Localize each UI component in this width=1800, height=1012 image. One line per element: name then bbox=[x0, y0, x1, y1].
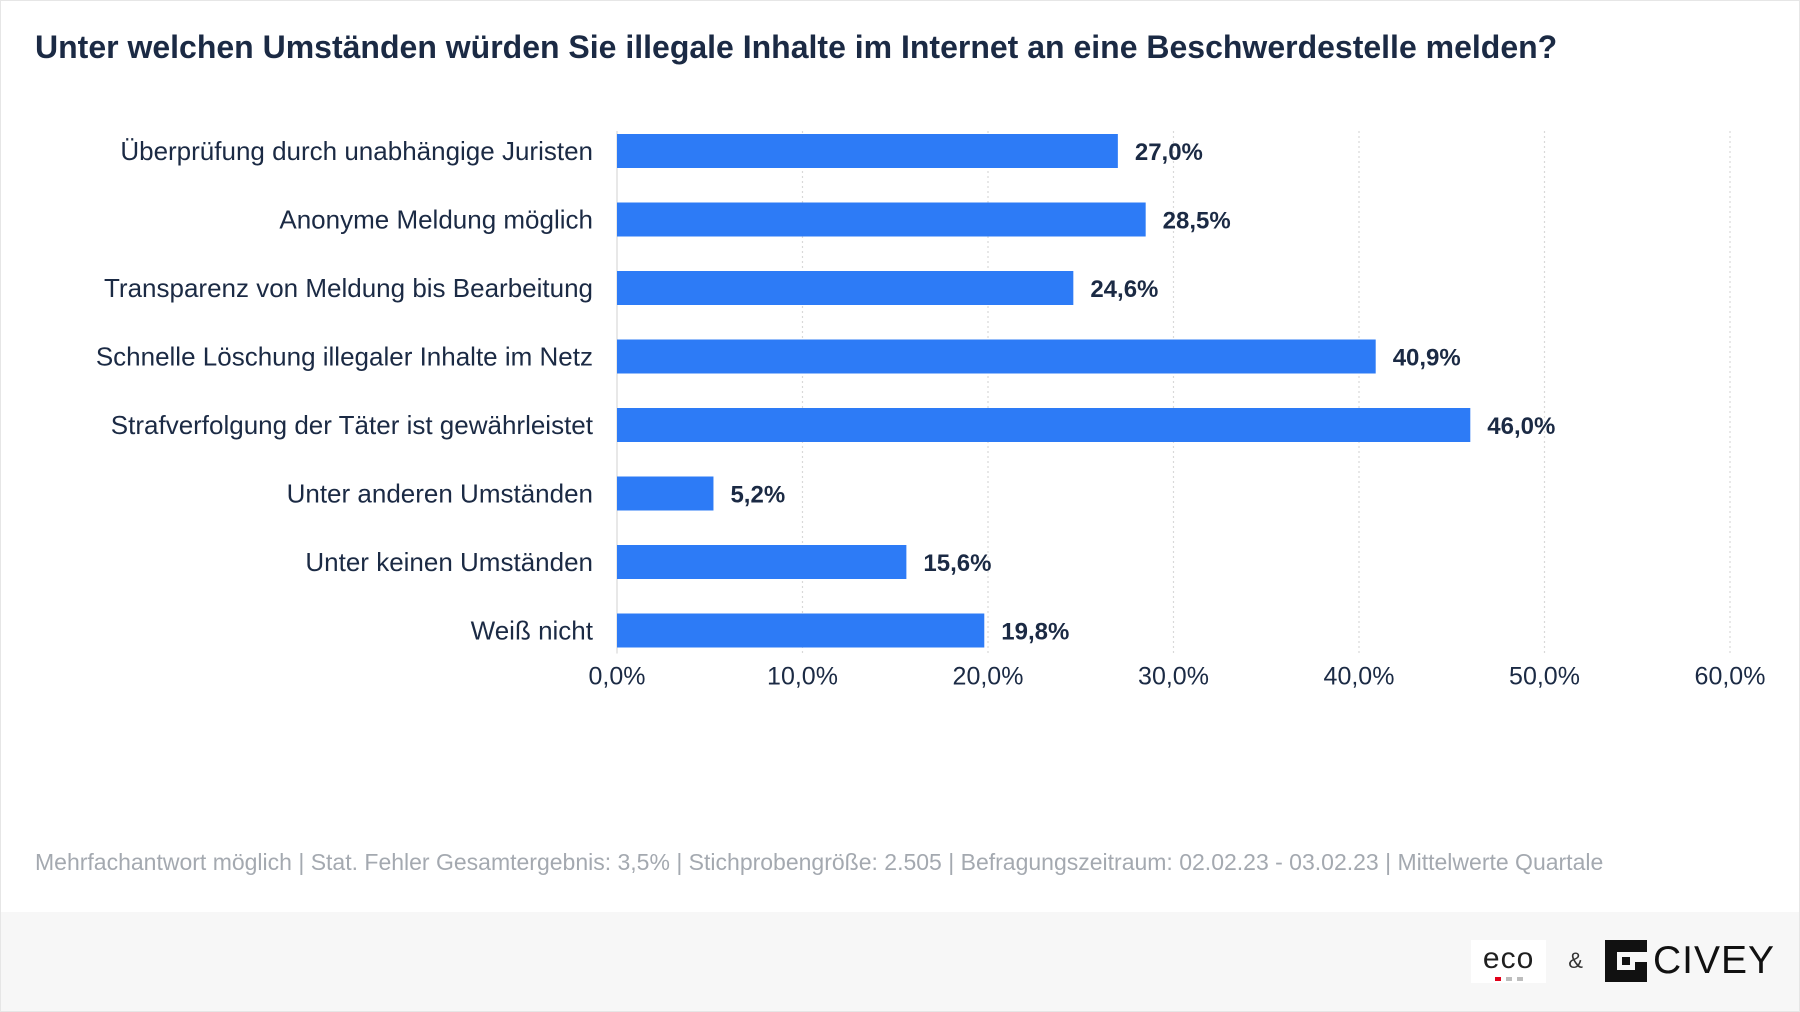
x-tick-label: 20,0% bbox=[953, 663, 1024, 691]
data-label: 19,8% bbox=[1001, 619, 1069, 646]
x-tick-label: 50,0% bbox=[1509, 663, 1580, 691]
civey-logo-text: CIVEY bbox=[1652, 939, 1775, 982]
bar bbox=[617, 408, 1471, 442]
data-label: 15,6% bbox=[923, 550, 991, 577]
x-tick-label: 10,0% bbox=[767, 663, 838, 691]
x-tick-label: 30,0% bbox=[1138, 663, 1209, 691]
bar bbox=[617, 339, 1376, 374]
bar bbox=[617, 271, 1074, 305]
civey-logo: CIVEY bbox=[1604, 939, 1775, 982]
bar bbox=[617, 613, 985, 648]
eco-logo-dots bbox=[1494, 976, 1523, 981]
category-label: Unter anderen Umständen bbox=[287, 479, 593, 509]
chart-title: Unter welchen Umständen würden Sie illeg… bbox=[35, 29, 1558, 65]
bar bbox=[617, 134, 1118, 168]
eco-logo: eco bbox=[1470, 939, 1547, 983]
category-label: Unter keinen Umständen bbox=[305, 547, 593, 577]
category-label: Transparenz von Meldung bis Bearbeitung bbox=[104, 273, 593, 303]
data-label: 46,0% bbox=[1487, 413, 1555, 440]
eco-logo-text: eco bbox=[1482, 941, 1535, 975]
category-label: Weiß nicht bbox=[471, 616, 594, 646]
bar-chart: 0,0% 10,0% 20,0% 30,0% 40,0% 50,0% 60,0% Überpr… bbox=[96, 131, 1766, 691]
x-tick-label: 40,0% bbox=[1324, 663, 1395, 691]
footer-bar: eco & CIVEY bbox=[1, 912, 1799, 1011]
data-label: 5,2% bbox=[730, 482, 785, 509]
x-tick-label: 0,0% bbox=[589, 663, 646, 691]
bar bbox=[617, 202, 1146, 237]
chart-footnote: Mehrfachantwort möglich | Stat. Fehler G… bbox=[35, 849, 1604, 875]
data-label: 24,6% bbox=[1090, 276, 1158, 303]
sponsor-logos: eco & CIVEY bbox=[1470, 936, 1775, 986]
category-label: Schnelle Löschung illegaler Inhalte im N… bbox=[96, 342, 593, 372]
data-label: 28,5% bbox=[1163, 208, 1231, 235]
civey-mark-icon bbox=[1604, 940, 1647, 982]
category-label: Überprüfung durch unabhängige Juristen bbox=[120, 136, 593, 166]
logo-ampersand: & bbox=[1568, 948, 1583, 973]
category-label: Anonyme Meldung möglich bbox=[279, 205, 593, 235]
bar bbox=[617, 545, 907, 579]
bar bbox=[617, 476, 714, 511]
x-tick-label: 60,0% bbox=[1695, 663, 1766, 691]
data-label: 27,0% bbox=[1135, 139, 1203, 166]
data-label: 40,9% bbox=[1393, 345, 1461, 372]
category-label: Strafverfolgung der Täter ist gewährleis… bbox=[111, 410, 594, 440]
